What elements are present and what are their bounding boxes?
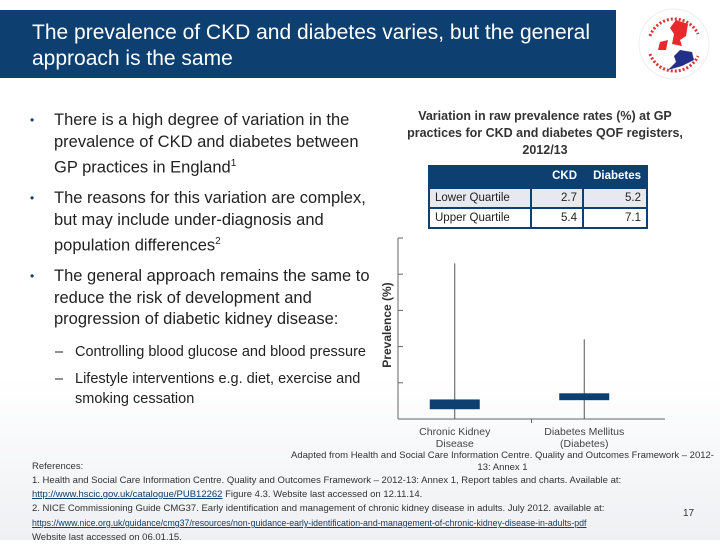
- sub-bullet-lifestyle: – Lifestyle interventions e.g. diet, exer…: [55, 371, 361, 407]
- references: References: 1. Health and Social Care In…: [32, 461, 622, 543]
- bullet-approach: • The general approach remains the same t…: [30, 267, 370, 328]
- bullet-icon: •: [30, 269, 35, 283]
- x-category-label: (Diabetes): [560, 438, 608, 450]
- bullet-reasons: • The reasons for this variation are comp…: [30, 189, 366, 255]
- bullet-icon: •: [30, 113, 35, 127]
- quartile-box: [559, 393, 610, 401]
- quartile-box: [429, 399, 480, 410]
- table-row: Lower Quartile 2.7 5.2: [428, 187, 648, 209]
- box-plot: 01020304050Chronic KidneyDiseaseDiabetes…: [397, 237, 665, 450]
- reference-link-1[interactable]: http://www.hscic.gov.uk/catalogue/PUB122…: [32, 489, 223, 500]
- bullet-icon: •: [30, 191, 35, 205]
- x-category-label: Diabetes Mellitus: [544, 426, 624, 438]
- x-category-label: Chronic Kidney: [419, 426, 491, 438]
- chart-source: Adapted from Health and Social Care Info…: [291, 450, 714, 473]
- chart-title: Variation in raw prevalence rates (%) at…: [407, 109, 683, 157]
- british-renal-society-logo: [638, 8, 710, 80]
- reference-link-2[interactable]: https://www.nice.org.uk/guidance/cmg37/r…: [32, 518, 587, 528]
- sub-bullet-glucose: – Controlling blood glucose and blood pre…: [55, 343, 366, 360]
- bullet-variation: • There is a high degree of variation in …: [30, 111, 359, 177]
- page-number: 17: [683, 508, 695, 519]
- table-row: Upper Quartile 5.4 7.1: [428, 207, 648, 229]
- quartile-table: CKD Diabetes Lower Quartile 2.7 5.2 Upper Q…: [428, 165, 648, 229]
- x-category-label: Disease: [436, 438, 474, 450]
- y-axis-label: Prevalence (%): [380, 282, 394, 368]
- slide-title: The prevalence of CKD and diabetes varie…: [0, 10, 616, 78]
